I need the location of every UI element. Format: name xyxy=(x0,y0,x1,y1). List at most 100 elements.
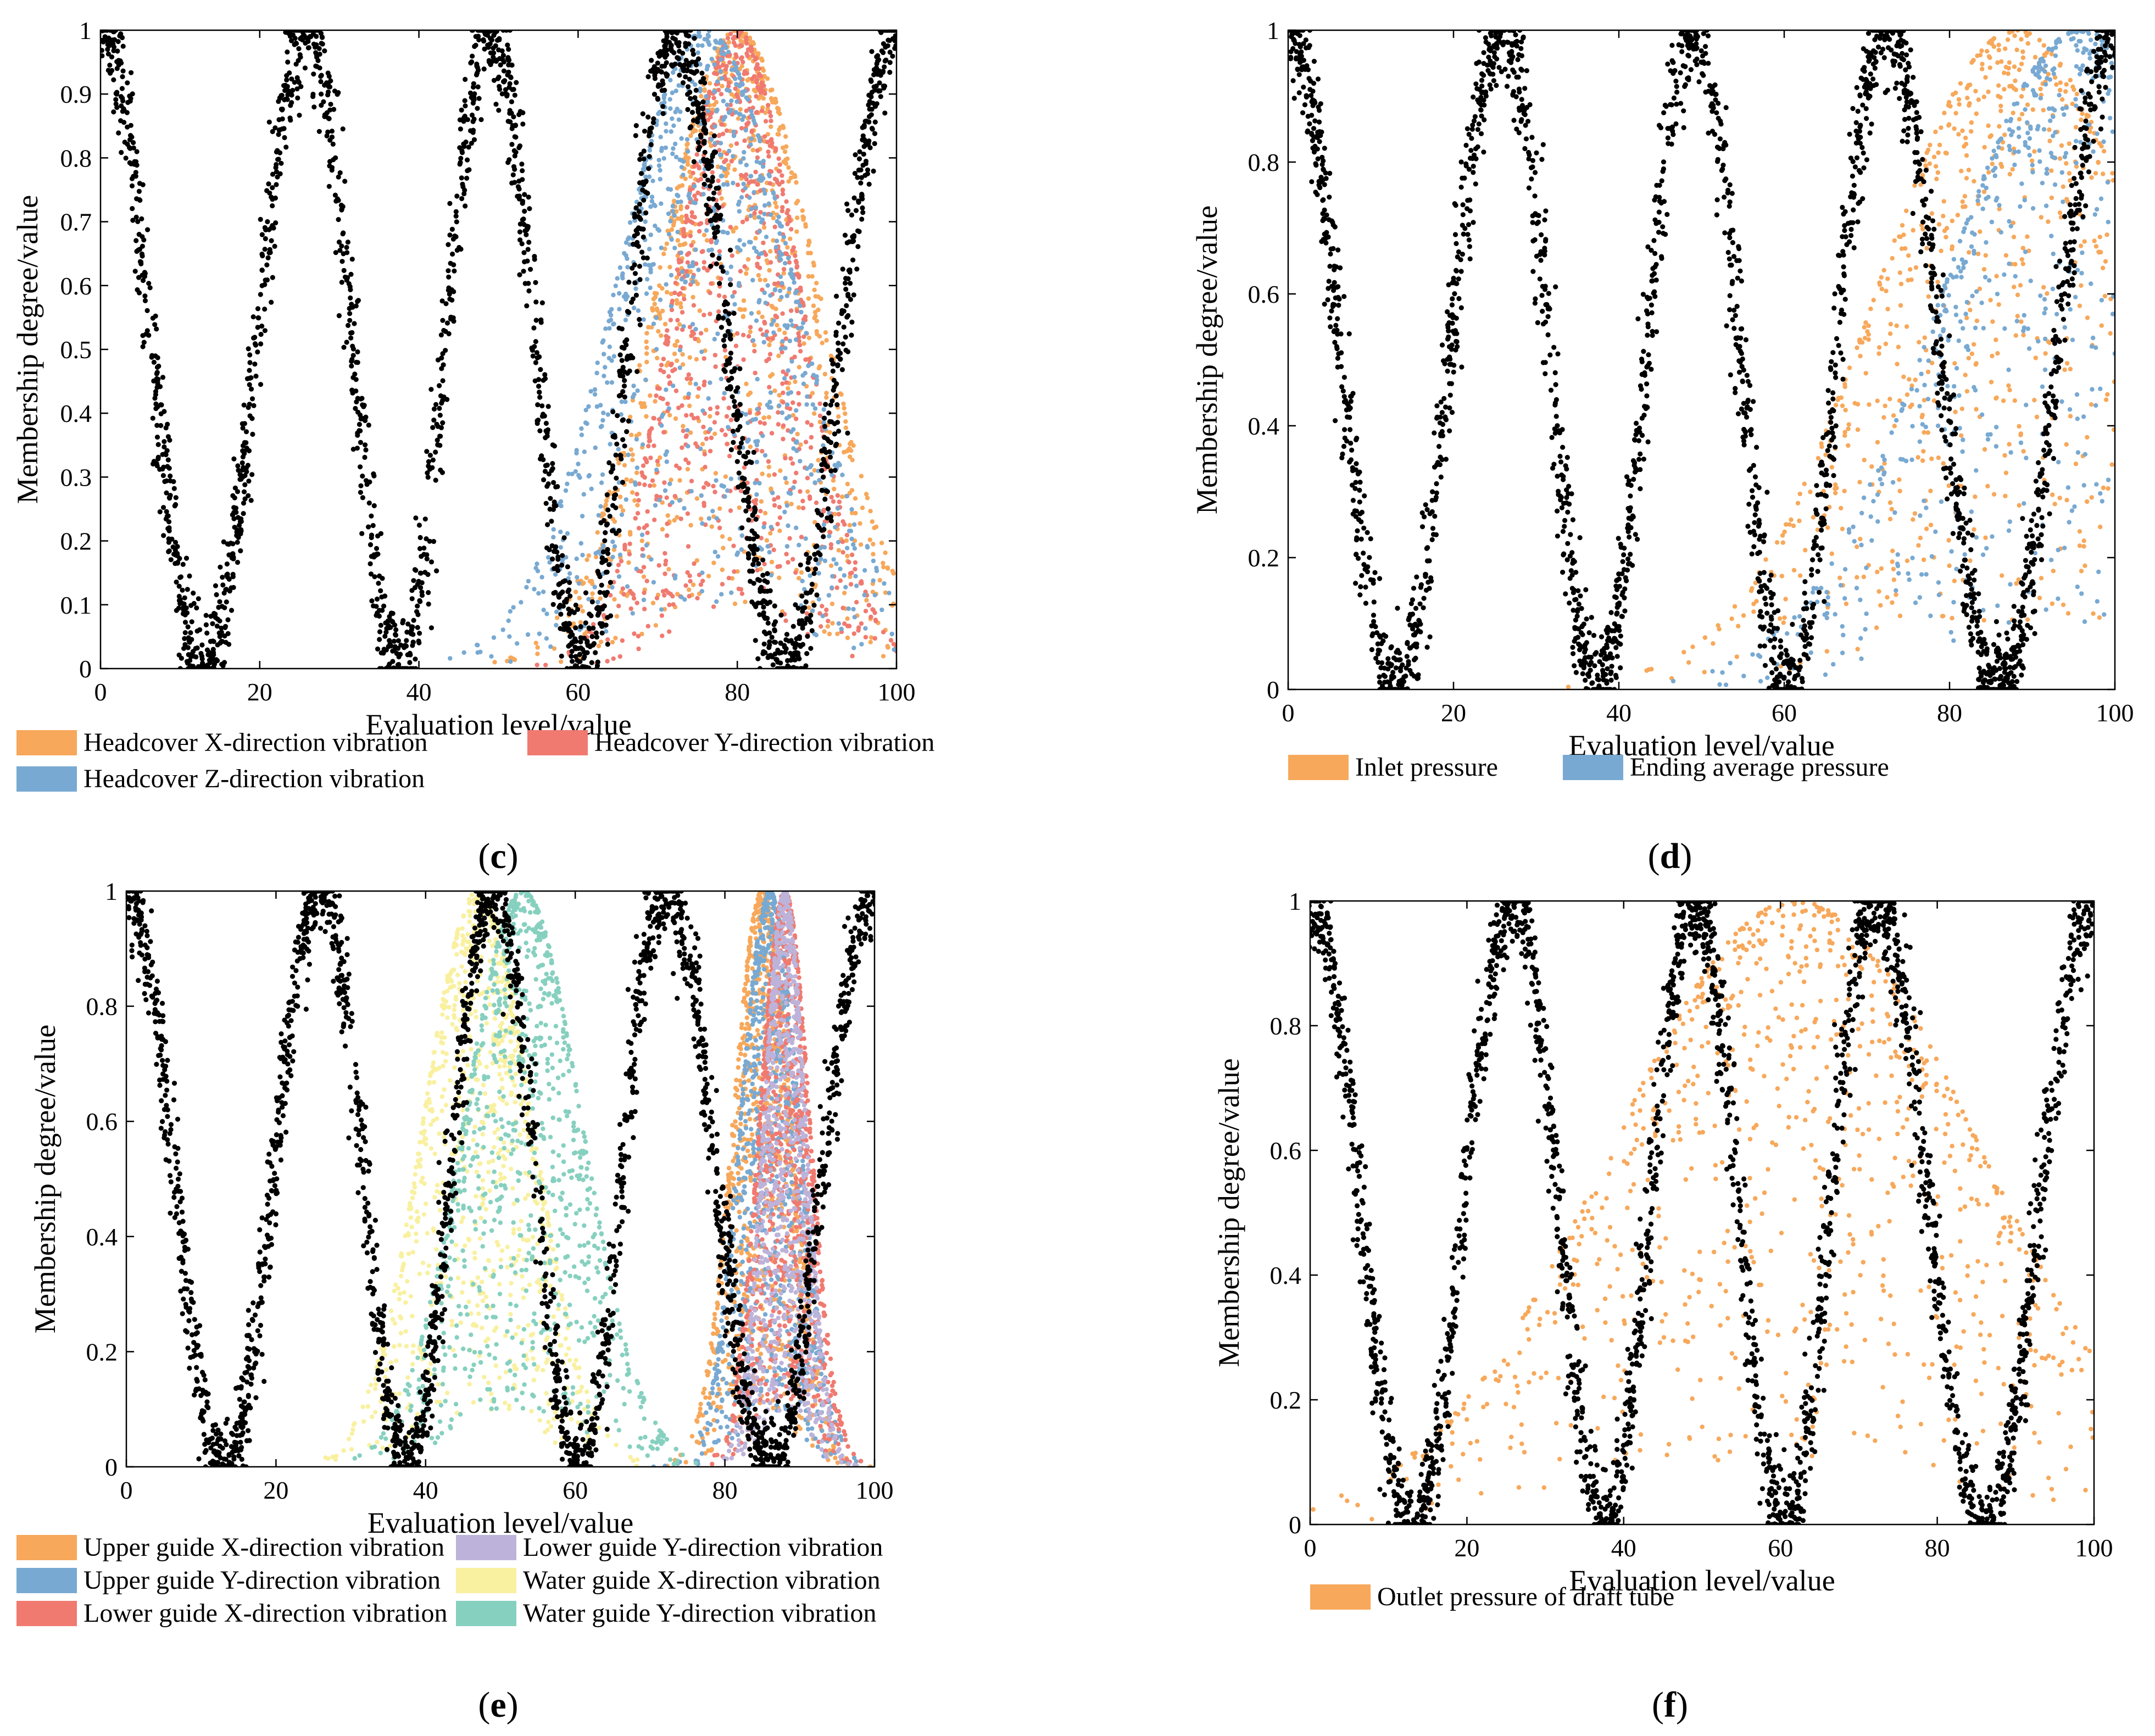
scatter-point xyxy=(731,229,736,234)
scatter-point xyxy=(795,215,800,220)
reference-point xyxy=(857,149,862,154)
reference-point xyxy=(289,76,294,82)
scatter-point xyxy=(716,87,721,92)
scatter-point xyxy=(842,449,847,455)
reference-point xyxy=(227,588,232,594)
scatter-point xyxy=(828,546,834,550)
scatter-point xyxy=(888,638,894,643)
reference-point xyxy=(872,141,877,146)
scatter-point xyxy=(695,596,700,601)
scatter-point xyxy=(616,460,621,466)
reference-point xyxy=(473,34,478,40)
scatter-point xyxy=(813,294,818,299)
scatter-point xyxy=(686,395,691,400)
reference-point xyxy=(270,185,275,191)
scatter-point xyxy=(781,235,787,240)
reference-point xyxy=(409,627,414,633)
scatter-point xyxy=(609,307,614,312)
reference-point xyxy=(577,652,583,657)
scatter-point xyxy=(845,553,850,559)
scatter-point xyxy=(664,129,669,134)
reference-point xyxy=(246,478,252,484)
reference-point xyxy=(235,489,241,494)
scatter-point xyxy=(670,209,676,214)
reference-point xyxy=(289,92,294,98)
scatter-point xyxy=(681,242,686,247)
scatter-point xyxy=(805,489,810,494)
scatter-point xyxy=(787,286,792,292)
scatter-point xyxy=(536,591,541,596)
scatter-point xyxy=(673,416,678,421)
scatter-point xyxy=(779,173,784,178)
reference-point xyxy=(805,566,810,571)
scatter-point xyxy=(762,421,767,426)
scatter-point xyxy=(672,351,677,357)
reference-point xyxy=(465,157,470,163)
reference-point xyxy=(174,608,179,613)
scatter-point xyxy=(672,213,677,218)
scatter-point xyxy=(779,224,784,229)
scatter-point xyxy=(461,650,466,655)
scatter-point xyxy=(781,369,786,374)
scatter-point xyxy=(762,561,767,566)
scatter-point xyxy=(673,388,679,393)
scatter-point xyxy=(850,654,855,659)
reference-point xyxy=(150,415,155,421)
scatter-point xyxy=(753,370,758,376)
scatter-point xyxy=(777,564,782,569)
scatter-point xyxy=(839,626,844,632)
reference-point xyxy=(544,463,550,468)
scatter-point xyxy=(738,160,743,165)
reference-point xyxy=(426,459,432,465)
scatter-point xyxy=(803,314,808,319)
reference-point xyxy=(632,280,638,286)
scatter-point xyxy=(726,49,731,54)
scatter-point xyxy=(686,372,692,377)
scatter-point xyxy=(600,418,605,423)
reference-point xyxy=(294,75,300,81)
scatter-point xyxy=(865,496,870,500)
scatter-point xyxy=(649,138,654,143)
reference-point xyxy=(162,439,167,444)
scatter-point xyxy=(749,207,754,212)
scatter-point xyxy=(726,80,732,85)
scatter-point xyxy=(784,199,789,204)
scatter-point xyxy=(692,215,697,220)
scatter-point xyxy=(699,93,704,99)
scatter-point xyxy=(715,411,720,416)
reference-point xyxy=(503,87,509,92)
scatter-point xyxy=(772,472,777,477)
scatter-point xyxy=(680,403,684,408)
scatter-point xyxy=(765,336,771,341)
scatter-point xyxy=(602,352,606,357)
reference-point xyxy=(459,196,465,202)
reference-point xyxy=(790,624,796,629)
reference-point xyxy=(708,264,714,269)
scatter-point xyxy=(744,271,749,276)
scatter-point xyxy=(874,569,879,574)
reference-point xyxy=(732,399,737,404)
reference-point xyxy=(144,308,150,314)
reference-point xyxy=(809,581,815,587)
scatter-point xyxy=(763,301,768,305)
reference-point xyxy=(240,425,246,431)
scatter-point xyxy=(729,590,734,596)
reference-point xyxy=(727,321,732,326)
reference-point xyxy=(405,621,411,627)
scatter-point xyxy=(715,405,720,410)
reference-point xyxy=(476,67,481,73)
scatter-point xyxy=(567,571,572,576)
scatter-point xyxy=(765,106,770,112)
scatter-point xyxy=(623,399,628,404)
reference-point xyxy=(814,592,820,598)
reference-point xyxy=(142,298,148,304)
scatter-point xyxy=(768,390,773,395)
scatter-point xyxy=(851,443,856,448)
scatter-point xyxy=(663,561,668,567)
scatter-point xyxy=(634,492,639,497)
scatter-point xyxy=(727,537,732,542)
scatter-point xyxy=(701,265,706,270)
scatter-point xyxy=(782,330,787,336)
reference-point xyxy=(503,91,509,97)
scatter-point xyxy=(599,424,604,429)
